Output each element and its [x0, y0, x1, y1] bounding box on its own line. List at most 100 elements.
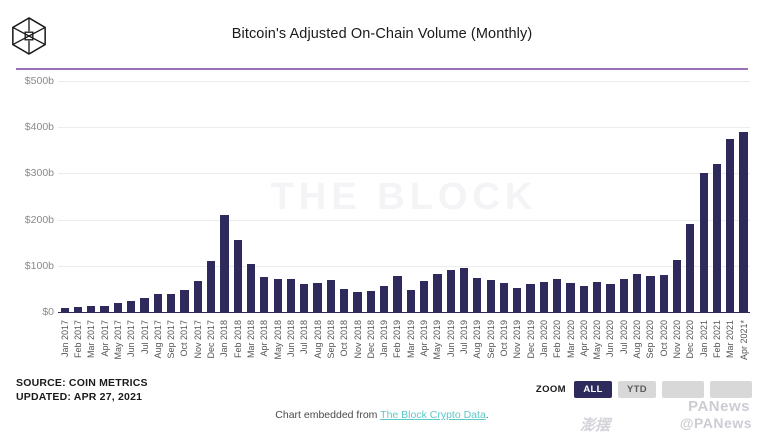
bar[interactable]: [579, 285, 588, 312]
updated-line: UPDATED: APR 27, 2021: [16, 391, 143, 403]
bar-slot: [338, 81, 351, 312]
bar[interactable]: [473, 277, 482, 312]
x-axis-tick: Sep 2017: [165, 320, 178, 376]
bar[interactable]: [113, 302, 123, 312]
bar[interactable]: [739, 131, 748, 312]
bar[interactable]: [486, 279, 495, 312]
bar[interactable]: [699, 173, 708, 312]
bar[interactable]: [233, 240, 242, 312]
x-axis-tick: Dec 2018: [364, 320, 377, 376]
bar[interactable]: [340, 288, 349, 312]
x-axis-tick-label: Sep 2020: [645, 320, 656, 359]
bar[interactable]: [366, 291, 375, 312]
bar[interactable]: [619, 278, 628, 312]
x-axis-tick: Nov 2019: [511, 320, 524, 376]
bar[interactable]: [566, 282, 575, 312]
x-axis-tick: Jun 2020: [604, 320, 617, 376]
bar[interactable]: [153, 293, 162, 312]
bar[interactable]: [100, 306, 109, 312]
bar[interactable]: [632, 274, 642, 312]
bar[interactable]: [260, 276, 269, 312]
bar-slot: [391, 81, 404, 312]
bar[interactable]: [380, 286, 389, 312]
x-axis-tick: Mar 2017: [85, 320, 98, 376]
bar[interactable]: [459, 268, 469, 312]
x-axis-tick-label: Apr 2020: [578, 320, 589, 357]
bar-slot: [378, 81, 391, 312]
bar[interactable]: [646, 276, 655, 312]
x-axis-tick: Dec 2019: [524, 320, 537, 376]
the-block-crypto-data-link[interactable]: The Block Crypto Data: [380, 409, 486, 421]
x-axis-tick-label: Mar 2018: [246, 320, 257, 359]
bar-slot: [431, 81, 444, 312]
x-axis-tick: Aug 2017: [151, 320, 164, 376]
x-axis-tick-label: Feb 2017: [72, 320, 83, 359]
y-axis-tick-label: $100b: [24, 259, 54, 272]
x-axis-tick: May 2018: [271, 320, 284, 376]
bar-slot: [657, 81, 670, 312]
chart-plot-area: $0 $100b $200b $300b $400b $500b THE BLOCK: [0, 72, 764, 322]
bar-slot: [630, 81, 643, 312]
x-axis-tick: Feb 2019: [391, 320, 404, 376]
x-axis-tick-label: Mar 2017: [86, 320, 97, 359]
bar[interactable]: [273, 278, 282, 312]
zoom-button-3[interactable]: [710, 381, 752, 398]
bar[interactable]: [286, 278, 296, 312]
x-axis-tick-label: Jun 2018: [285, 320, 296, 358]
bar[interactable]: [593, 281, 602, 312]
bar[interactable]: [180, 290, 189, 312]
zoom-button-all[interactable]: ALL: [574, 381, 612, 398]
bar[interactable]: [220, 214, 229, 312]
bar[interactable]: [686, 224, 695, 312]
bar[interactable]: [446, 270, 455, 312]
bar[interactable]: [513, 287, 522, 312]
x-axis-tick-label: Jan 2018: [219, 320, 230, 358]
bar[interactable]: [499, 282, 509, 312]
bar[interactable]: [406, 290, 415, 312]
bar[interactable]: [353, 292, 362, 312]
bar[interactable]: [73, 307, 83, 312]
bar[interactable]: [87, 306, 96, 312]
bar[interactable]: [539, 281, 549, 312]
bar[interactable]: [127, 300, 136, 312]
x-axis-tick: Jul 2018: [298, 320, 311, 376]
bar[interactable]: [206, 261, 216, 312]
bar[interactable]: [712, 164, 722, 312]
bar[interactable]: [140, 298, 149, 312]
x-axis-tick: Sep 2019: [484, 320, 497, 376]
bar[interactable]: [393, 275, 402, 312]
zoom-button-2[interactable]: [662, 381, 704, 398]
embed-prefix: Chart embedded from: [275, 409, 381, 421]
bar-slot: [284, 81, 297, 312]
x-axis-tick: Jun 2017: [125, 320, 138, 376]
bar-slot: [591, 81, 604, 312]
x-axis-tick-label: Aug 2020: [632, 320, 643, 359]
x-axis-tick-label: Jul 2020: [618, 320, 629, 355]
zoom-button-ytd[interactable]: YTD: [618, 381, 656, 398]
bar[interactable]: [193, 280, 202, 312]
bar[interactable]: [60, 307, 69, 312]
zoom-label: ZOOM: [535, 384, 566, 395]
bar[interactable]: [246, 264, 256, 312]
bar[interactable]: [313, 282, 322, 312]
bar[interactable]: [326, 279, 336, 312]
bar[interactable]: [167, 294, 176, 312]
bar[interactable]: [726, 138, 735, 312]
bar[interactable]: [419, 281, 429, 312]
bar[interactable]: [659, 274, 668, 312]
bar-slot: [98, 81, 111, 312]
bar[interactable]: [433, 274, 442, 312]
bar[interactable]: [672, 259, 682, 312]
bar[interactable]: [300, 283, 309, 312]
bar[interactable]: [553, 279, 562, 312]
axis-baseline: [58, 311, 750, 313]
x-axis-tick: Nov 2020: [670, 320, 683, 376]
bar[interactable]: [606, 283, 615, 312]
x-axis-tick: Jan 2020: [537, 320, 550, 376]
x-axis-tick-label: Sep 2017: [166, 320, 177, 359]
x-axis-tick: Feb 2018: [231, 320, 244, 376]
bar-slot: [218, 81, 231, 312]
x-axis-tick-label: Aug 2019: [472, 320, 483, 359]
bar-slot: [178, 81, 191, 312]
bar[interactable]: [526, 283, 535, 312]
